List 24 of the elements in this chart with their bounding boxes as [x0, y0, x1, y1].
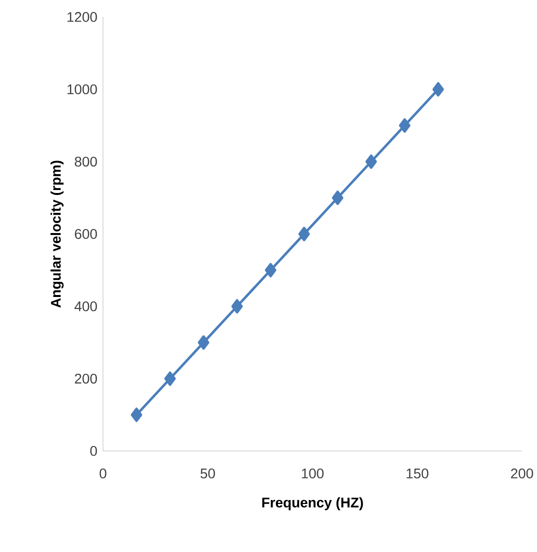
- point: [198, 335, 210, 350]
- point: [231, 299, 243, 314]
- y-tick-label: 200: [74, 374, 97, 384]
- point: [130, 408, 142, 422]
- y-tick-label: 0: [90, 446, 97, 456]
- point: [432, 82, 444, 97]
- point: [398, 118, 410, 133]
- point: [164, 371, 176, 386]
- x-tick-label: 50: [200, 468, 215, 478]
- x-tick-label: 200: [511, 468, 534, 478]
- y-tick-label: 600: [74, 229, 97, 239]
- point: [365, 154, 377, 169]
- y-tick-label: 1000: [68, 84, 97, 94]
- y-tick-label: 400: [74, 301, 97, 312]
- x-tick-label: 150: [406, 468, 428, 478]
- point: [332, 190, 344, 206]
- point: [298, 226, 310, 242]
- point: [264, 262, 276, 278]
- y-tick-label: 1200: [68, 12, 97, 22]
- y-tick-label: 800: [74, 156, 97, 167]
- x-tick-label: 0: [100, 468, 106, 478]
- x-tick-label: 100: [302, 468, 324, 478]
- y-axis-title: Angular velocity (rpm): [50, 160, 64, 308]
- x-axis-title: Frequency (HZ): [262, 497, 363, 510]
